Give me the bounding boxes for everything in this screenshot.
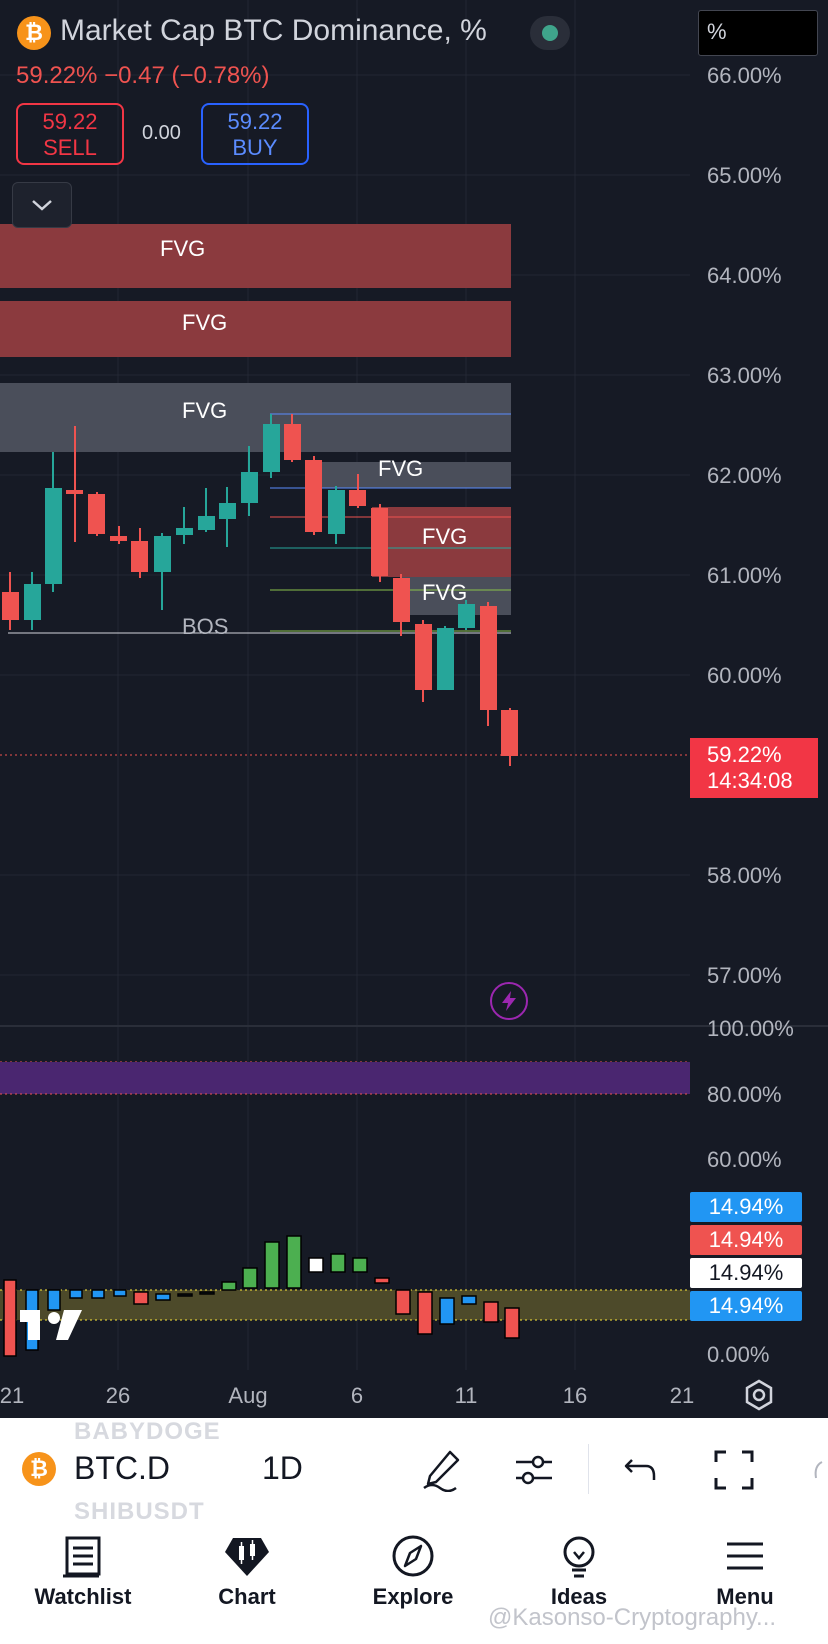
candles xyxy=(2,414,518,766)
indicator-pane xyxy=(0,1061,690,1357)
indicator-value-label: 14.94% xyxy=(690,1258,802,1288)
indicator-axis-label: 100.00% xyxy=(707,1016,794,1041)
time-axis-label: Aug xyxy=(228,1383,268,1408)
fvg-zone xyxy=(0,383,511,452)
bottom-nav: Watchlist Chart Explore Ideas xyxy=(0,1520,828,1644)
fvg-label: FVG xyxy=(378,456,424,481)
menu-icon xyxy=(727,1542,763,1570)
unit-selector[interactable]: % xyxy=(698,10,818,56)
buy-label: BUY xyxy=(232,135,278,160)
nav-watchlist[interactable]: Watchlist xyxy=(8,1534,158,1610)
indicator-axis-label: 80.00% xyxy=(707,1082,782,1107)
ghost-symbol: BABYDOGE xyxy=(74,1418,221,1445)
price-axis-label: 58.00% xyxy=(707,863,782,888)
current-price-label: 59.22% 14:34:08 xyxy=(690,738,818,798)
nav-ideas[interactable]: Ideas xyxy=(504,1534,654,1610)
toolbar-divider xyxy=(588,1444,589,1494)
fvg-label: FVG xyxy=(182,310,228,335)
time-axis-label: 21 xyxy=(0,1383,25,1408)
buy-price: 59.22 xyxy=(227,109,283,134)
price-axis-label: 65.00% xyxy=(707,163,782,188)
chart-toolbar: BABYDOGE SHIBUSDT ₿ BTC.D 1D xyxy=(0,1418,828,1525)
btc-logo-icon: ₿ xyxy=(22,1452,56,1486)
tradingview-logo-icon xyxy=(20,1310,82,1340)
lightning-icon[interactable] xyxy=(490,982,528,1020)
nav-label: Explore xyxy=(372,1584,454,1609)
watchlist-icon xyxy=(63,1536,101,1578)
time-axis-label: 16 xyxy=(562,1383,588,1408)
nav-label: Menu xyxy=(716,1584,774,1609)
histogram-bars xyxy=(3,1235,520,1357)
lightbulb-icon xyxy=(563,1536,595,1578)
fvg-label: FVG xyxy=(422,580,468,605)
chart-icon xyxy=(225,1538,269,1576)
price-axis-label: 66.00% xyxy=(707,63,782,88)
time-axis-label: 26 xyxy=(105,1383,131,1408)
bar-countdown: 14:34:08 xyxy=(707,768,793,793)
price-axis-label: 57.00% xyxy=(707,963,782,988)
chart-settings-icon[interactable] xyxy=(742,1378,776,1412)
interval-selector[interactable]: 1D xyxy=(262,1450,303,1486)
compass-icon xyxy=(392,1535,434,1577)
nav-label: Ideas xyxy=(550,1584,608,1609)
price-axis-label: 60.00% xyxy=(707,663,782,688)
grid xyxy=(0,0,690,1370)
nav-label: Chart xyxy=(218,1584,276,1609)
nav-menu[interactable]: Menu xyxy=(670,1534,820,1610)
sell-button[interactable]: 59.22 SELL xyxy=(16,103,124,165)
bos-label: BOS xyxy=(182,614,229,639)
time-axis-label: 11 xyxy=(454,1383,478,1408)
current-price-value: 59.22% xyxy=(707,742,782,767)
fvg-label: FVG xyxy=(182,398,228,423)
btc-logo-icon: ₿ xyxy=(17,16,51,50)
sell-label: SELL xyxy=(43,135,97,160)
watermark: @Kasonso-Cryptography... xyxy=(488,1604,777,1631)
indicator-value-label: 14.94% xyxy=(690,1291,802,1321)
sell-price: 59.22 xyxy=(42,109,98,134)
indicator-axis-label: 0.00% xyxy=(707,1342,770,1367)
price-axis-label: 63.00% xyxy=(707,363,782,388)
undo-icon[interactable] xyxy=(620,1448,664,1492)
symbol-title[interactable]: Market Cap BTC Dominance, % xyxy=(60,14,487,47)
buy-button[interactable]: 59.22 BUY xyxy=(201,103,309,165)
chart-area[interactable]: FVG FVG FVG FVG FVG FVG BOS ₿ Market Cap… xyxy=(0,0,828,1418)
fvg-zone xyxy=(0,301,511,357)
fullscreen-icon[interactable] xyxy=(712,1448,756,1492)
indicators-sliders-icon[interactable] xyxy=(512,1448,556,1492)
more-tools-icon[interactable] xyxy=(806,1448,828,1492)
fvg-label: FVG xyxy=(160,236,206,261)
market-status-icon[interactable] xyxy=(530,16,570,50)
draw-pen-icon[interactable] xyxy=(420,1448,464,1492)
price-change: 59.22% −0.47 (−0.78%) xyxy=(16,62,270,89)
fvg-zone xyxy=(310,462,511,488)
fvg-zone xyxy=(0,224,511,288)
indicator-value-label: 14.94% xyxy=(690,1225,802,1255)
indicator-axis-label: 60.00% xyxy=(707,1147,782,1172)
nav-explore[interactable]: Explore xyxy=(338,1534,488,1610)
collapse-button[interactable] xyxy=(12,182,72,228)
fvg-zone xyxy=(372,507,511,577)
fvg-label: FVG xyxy=(422,524,468,549)
nav-label: Watchlist xyxy=(34,1584,132,1609)
spread-value: 0.00 xyxy=(142,122,181,144)
nav-chart[interactable]: Chart xyxy=(172,1534,322,1610)
price-axis-label: 62.00% xyxy=(707,463,782,488)
overbought-band xyxy=(0,1062,690,1094)
indicator-value-label: 14.94% xyxy=(690,1192,802,1222)
symbol-selector[interactable]: BTC.D xyxy=(74,1450,170,1486)
time-axis-label: 21 xyxy=(669,1383,695,1408)
time-axis-label: 6 xyxy=(350,1383,364,1408)
price-axis-label: 61.00% xyxy=(707,563,782,588)
price-chart-canvas[interactable] xyxy=(0,0,828,1418)
price-axis-label: 64.00% xyxy=(707,263,782,288)
chevron-down-icon xyxy=(32,200,52,211)
